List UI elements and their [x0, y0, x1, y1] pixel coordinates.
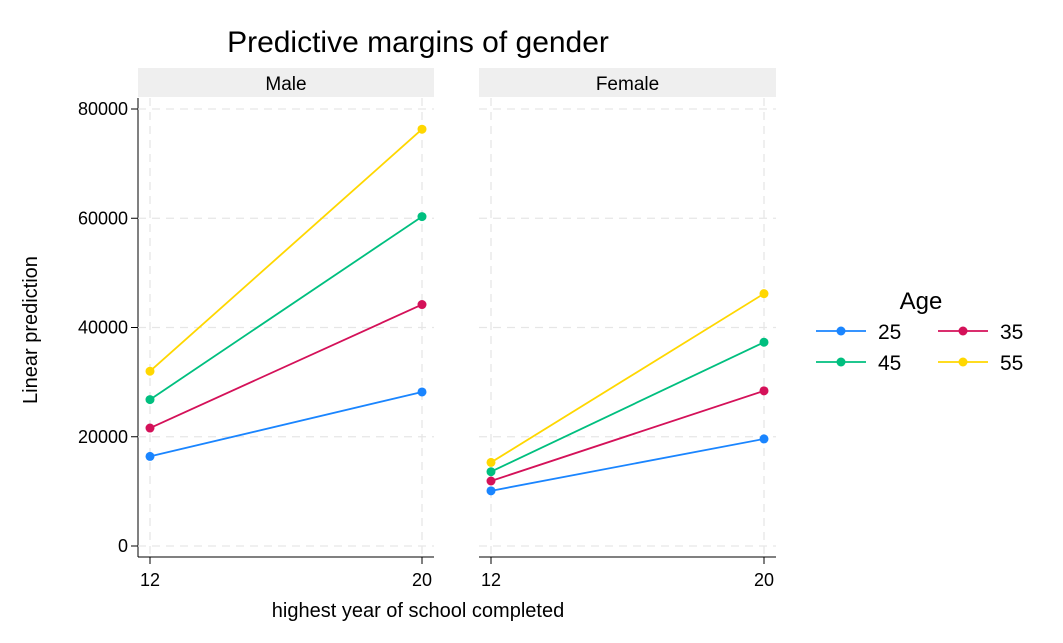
data-point-45 [417, 212, 427, 222]
x-tick-label: 20 [754, 570, 774, 590]
legend-entry-55: 55 [938, 352, 1023, 375]
y-tick-label: 0 [118, 536, 128, 556]
panel-header [479, 68, 776, 97]
legend-label: 45 [878, 352, 901, 375]
x-tick-label: 20 [412, 570, 432, 590]
x-axis-label: highest year of school completed [272, 600, 564, 622]
data-point-35 [417, 300, 427, 310]
y-tick-label: 20000 [78, 427, 128, 447]
series-line-25 [149, 391, 423, 458]
panel-label: Male [265, 74, 306, 95]
data-point-35 [759, 386, 769, 396]
series-line-55 [149, 128, 423, 372]
y-tick-label: 60000 [78, 208, 128, 228]
data-point-55 [417, 124, 427, 134]
y-axis: 0 20000 40000 60000 80000 [78, 98, 139, 557]
legend-title: Age [900, 288, 943, 315]
legend-swatch-marker [958, 357, 968, 367]
legend-entry-25: 25 [816, 321, 901, 344]
data-point-35 [145, 423, 155, 433]
series-line-45 [149, 215, 423, 401]
series-line-35 [490, 390, 765, 482]
legend: Age 25 35 45 55 [816, 288, 1023, 375]
data-point-25 [486, 486, 496, 496]
x-tick-label: 12 [481, 570, 501, 590]
legend-entry-45: 45 [816, 352, 901, 375]
data-point-45 [486, 467, 496, 477]
series-line-25 [490, 438, 765, 492]
legend-swatch-marker [836, 357, 846, 367]
legend-entry-35: 35 [938, 321, 1023, 344]
legend-swatch-marker [958, 326, 968, 336]
series-line-45 [490, 341, 765, 473]
panel-male: Male 12 20 [138, 68, 434, 590]
legend-swatch-marker [836, 326, 846, 336]
y-axis-label: Linear prediction [20, 256, 42, 404]
panels: Male 12 20 Female 12 20 [138, 68, 776, 590]
series-line-55 [490, 292, 765, 464]
data-point-45 [145, 395, 155, 405]
panel-female: Female 12 20 [479, 68, 776, 590]
data-point-45 [759, 337, 769, 347]
data-point-25 [145, 451, 155, 461]
legend-label: 55 [1000, 352, 1023, 375]
data-point-35 [486, 476, 496, 486]
y-tick-label: 80000 [78, 99, 128, 119]
data-point-25 [417, 387, 427, 397]
data-point-55 [486, 457, 496, 467]
legend-label: 25 [878, 321, 901, 344]
panel-label: Female [596, 74, 659, 95]
data-point-25 [759, 434, 769, 444]
legend-label: 35 [1000, 321, 1023, 344]
chart-title: Predictive margins of gender [227, 26, 609, 59]
data-point-55 [759, 289, 769, 299]
x-tick-label: 12 [140, 570, 160, 590]
y-tick-label: 40000 [78, 318, 128, 338]
panel-header [138, 68, 434, 97]
data-point-55 [145, 366, 155, 376]
series-line-35 [149, 303, 423, 429]
